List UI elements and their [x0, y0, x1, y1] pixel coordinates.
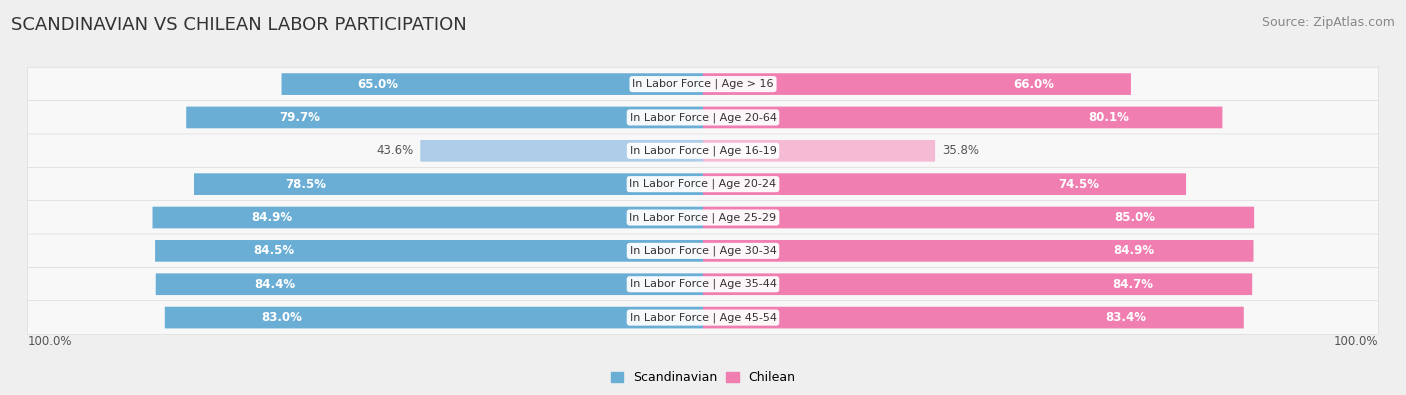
FancyBboxPatch shape [28, 267, 1378, 301]
FancyBboxPatch shape [281, 73, 703, 95]
Text: 78.5%: 78.5% [285, 178, 326, 191]
Text: In Labor Force | Age 30-34: In Labor Force | Age 30-34 [630, 246, 776, 256]
Text: Source: ZipAtlas.com: Source: ZipAtlas.com [1261, 16, 1395, 29]
Text: 74.5%: 74.5% [1059, 178, 1099, 191]
FancyBboxPatch shape [703, 240, 1254, 262]
FancyBboxPatch shape [186, 107, 703, 128]
Text: In Labor Force | Age 20-64: In Labor Force | Age 20-64 [630, 112, 776, 123]
Text: In Labor Force | Age 45-54: In Labor Force | Age 45-54 [630, 312, 776, 323]
Text: 100.0%: 100.0% [1334, 335, 1378, 348]
FancyBboxPatch shape [703, 73, 1130, 95]
Text: 84.5%: 84.5% [253, 245, 295, 258]
Text: 85.0%: 85.0% [1114, 211, 1154, 224]
FancyBboxPatch shape [28, 67, 1378, 101]
Text: 65.0%: 65.0% [357, 77, 398, 90]
FancyBboxPatch shape [703, 107, 1222, 128]
Text: SCANDINAVIAN VS CHILEAN LABOR PARTICIPATION: SCANDINAVIAN VS CHILEAN LABOR PARTICIPAT… [11, 16, 467, 34]
Text: 100.0%: 100.0% [28, 335, 72, 348]
Text: 84.9%: 84.9% [1114, 245, 1154, 258]
Text: In Labor Force | Age 25-29: In Labor Force | Age 25-29 [630, 212, 776, 223]
FancyBboxPatch shape [703, 140, 935, 162]
Text: 43.6%: 43.6% [377, 144, 413, 157]
Text: 84.4%: 84.4% [254, 278, 295, 291]
FancyBboxPatch shape [28, 167, 1378, 201]
FancyBboxPatch shape [28, 134, 1378, 167]
FancyBboxPatch shape [156, 273, 703, 295]
FancyBboxPatch shape [420, 140, 703, 162]
Legend: Scandinavian, Chilean: Scandinavian, Chilean [606, 367, 800, 389]
Text: In Labor Force | Age 16-19: In Labor Force | Age 16-19 [630, 145, 776, 156]
Text: 80.1%: 80.1% [1088, 111, 1129, 124]
FancyBboxPatch shape [703, 207, 1254, 228]
FancyBboxPatch shape [703, 307, 1244, 328]
Text: In Labor Force | Age > 16: In Labor Force | Age > 16 [633, 79, 773, 89]
Text: 35.8%: 35.8% [942, 144, 979, 157]
FancyBboxPatch shape [28, 101, 1378, 134]
FancyBboxPatch shape [703, 173, 1187, 195]
FancyBboxPatch shape [28, 234, 1378, 268]
Text: In Labor Force | Age 35-44: In Labor Force | Age 35-44 [630, 279, 776, 290]
Text: 83.0%: 83.0% [262, 311, 302, 324]
FancyBboxPatch shape [28, 301, 1378, 335]
Text: 66.0%: 66.0% [1012, 77, 1054, 90]
FancyBboxPatch shape [28, 201, 1378, 234]
Text: 84.7%: 84.7% [1112, 278, 1153, 291]
FancyBboxPatch shape [152, 207, 703, 228]
Text: 79.7%: 79.7% [280, 111, 321, 124]
FancyBboxPatch shape [703, 273, 1253, 295]
Text: 83.4%: 83.4% [1105, 311, 1146, 324]
Text: 84.9%: 84.9% [252, 211, 292, 224]
FancyBboxPatch shape [165, 307, 703, 328]
Text: In Labor Force | Age 20-24: In Labor Force | Age 20-24 [630, 179, 776, 190]
FancyBboxPatch shape [155, 240, 703, 262]
FancyBboxPatch shape [194, 173, 703, 195]
